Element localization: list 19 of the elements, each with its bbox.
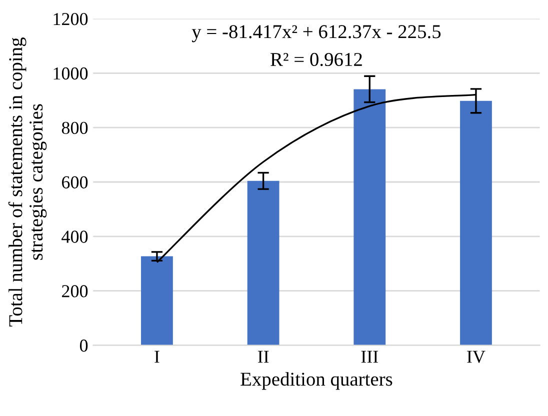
bar [141, 256, 173, 346]
x-tick-label: III [361, 350, 378, 363]
bar [354, 89, 386, 346]
x-tick-label: II [258, 350, 269, 363]
y-tick-label: 1000 [54, 67, 88, 80]
x-axis-title: Expedition quarters [240, 372, 392, 390]
bar [247, 180, 280, 346]
annotation: y = -81.417x² + 612.37x - 225.5 [192, 25, 441, 42]
y-tick-label: 600 [62, 176, 88, 188]
y-tick-label: 0 [80, 340, 88, 352]
y-tick-label: 200 [62, 285, 88, 298]
y-tick-label: 800 [62, 122, 88, 134]
y-tick-label: 400 [62, 230, 88, 243]
y-axis-title: Total number of statements in coping strategies categories [8, 38, 47, 326]
bar [460, 100, 492, 346]
y-tick-label: 1200 [54, 12, 88, 26]
x-tick-label: I [154, 350, 160, 363]
annotation: R² = 0.9612 [270, 52, 362, 66]
x-tick-label: IV [467, 350, 486, 363]
